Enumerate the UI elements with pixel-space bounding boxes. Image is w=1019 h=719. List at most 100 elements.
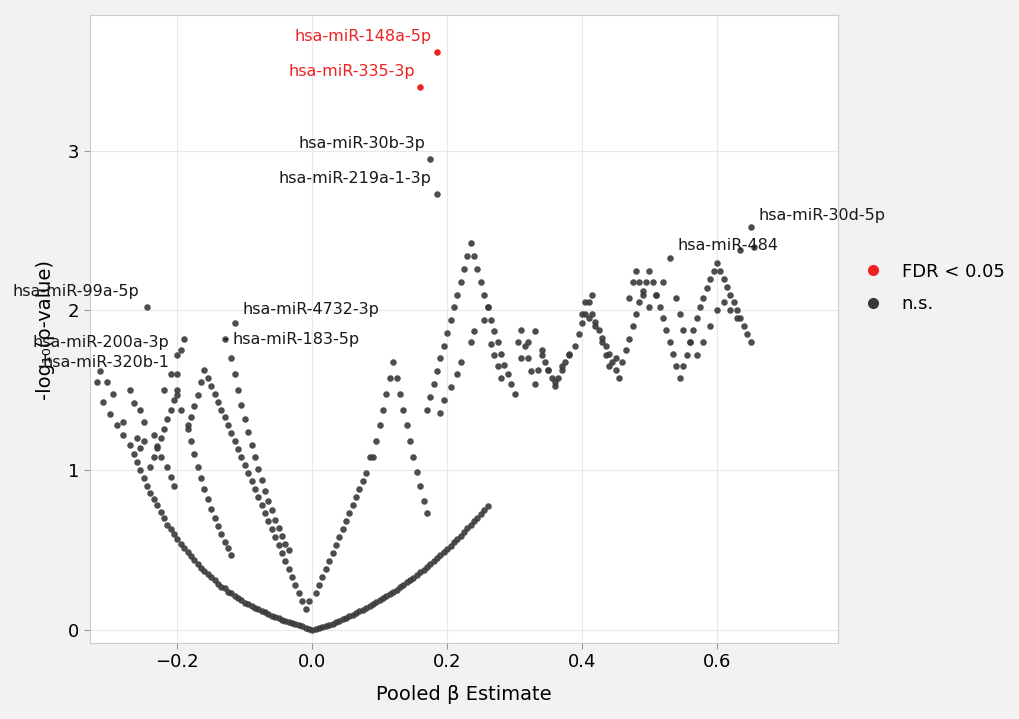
Point	[280, 616, 297, 628]
Point	[351, 605, 367, 617]
Point	[577, 297, 593, 308]
Point	[311, 622, 327, 633]
Point	[621, 334, 637, 345]
Point	[273, 530, 289, 541]
Point	[419, 508, 435, 519]
Point	[721, 289, 738, 301]
Point	[428, 46, 444, 58]
Point	[132, 464, 149, 476]
Point	[641, 265, 657, 276]
Point	[520, 352, 536, 364]
Text: hsa-miR-200a-3p: hsa-miR-200a-3p	[33, 335, 169, 350]
Point	[247, 452, 263, 463]
Point	[185, 400, 202, 412]
Point	[229, 385, 246, 396]
Point	[391, 388, 408, 399]
Point	[210, 395, 226, 407]
Point	[358, 467, 374, 479]
Point	[193, 377, 209, 388]
Point	[556, 356, 573, 367]
Point	[742, 221, 758, 233]
Text: hsa-miR-183-5p: hsa-miR-183-5p	[224, 331, 360, 347]
Point	[307, 623, 323, 635]
Point	[631, 276, 647, 288]
Point	[203, 572, 219, 583]
Point	[146, 452, 162, 463]
Point	[742, 336, 758, 348]
Point	[321, 556, 337, 567]
Point	[331, 531, 347, 543]
Text: hsa-miR-30d-5p: hsa-miR-30d-5p	[758, 208, 884, 223]
Point	[226, 590, 243, 602]
Point	[472, 508, 488, 520]
Point	[152, 506, 168, 518]
Point	[226, 369, 243, 380]
Point	[307, 587, 323, 599]
Point	[156, 513, 172, 524]
Point	[260, 608, 276, 620]
Point	[378, 388, 394, 399]
Point	[634, 289, 650, 301]
Point	[452, 530, 469, 541]
Text: hsa-miR-320b-1: hsa-miR-320b-1	[43, 354, 169, 370]
Point	[637, 276, 653, 288]
Point	[577, 308, 593, 319]
Point	[584, 308, 600, 319]
Point	[341, 508, 358, 519]
Point	[378, 590, 394, 602]
Point	[540, 364, 556, 375]
Point	[283, 618, 300, 629]
Point	[425, 555, 441, 567]
Point	[543, 372, 559, 383]
Point	[263, 504, 279, 516]
Point	[597, 340, 613, 352]
Point	[621, 292, 637, 303]
Point	[422, 153, 438, 165]
Point	[166, 528, 182, 540]
Point	[250, 492, 266, 503]
Point	[200, 568, 216, 580]
Point	[463, 238, 479, 249]
Point	[361, 600, 377, 612]
Point	[603, 356, 620, 367]
Point	[371, 595, 387, 606]
Point	[254, 474, 270, 485]
Point	[486, 349, 502, 361]
Point	[584, 289, 600, 301]
Point	[257, 485, 273, 497]
Point	[516, 340, 532, 352]
Point	[280, 564, 297, 575]
Point	[415, 495, 431, 506]
Point	[179, 423, 196, 434]
Point	[729, 305, 745, 316]
Point	[347, 608, 364, 619]
Point	[452, 276, 469, 288]
Point	[499, 369, 516, 380]
Point	[409, 466, 425, 477]
Point	[580, 313, 596, 324]
Point	[469, 512, 485, 523]
Point	[277, 556, 293, 567]
Point	[466, 250, 482, 262]
Point	[610, 372, 627, 383]
Point	[559, 348, 576, 360]
Point	[384, 356, 400, 367]
Point	[267, 514, 283, 526]
Point	[624, 276, 640, 288]
Point	[236, 459, 253, 471]
Point	[530, 364, 546, 375]
Point	[193, 562, 209, 573]
Point	[176, 543, 193, 554]
Point	[273, 547, 289, 559]
Point	[293, 595, 310, 607]
Point	[559, 349, 576, 361]
Point	[375, 404, 391, 416]
Point	[128, 457, 145, 468]
Point	[311, 580, 327, 591]
Point	[267, 611, 283, 623]
Point	[714, 297, 731, 308]
Point	[388, 372, 405, 383]
Point	[526, 326, 542, 337]
Point	[526, 378, 542, 390]
Point	[260, 495, 276, 506]
